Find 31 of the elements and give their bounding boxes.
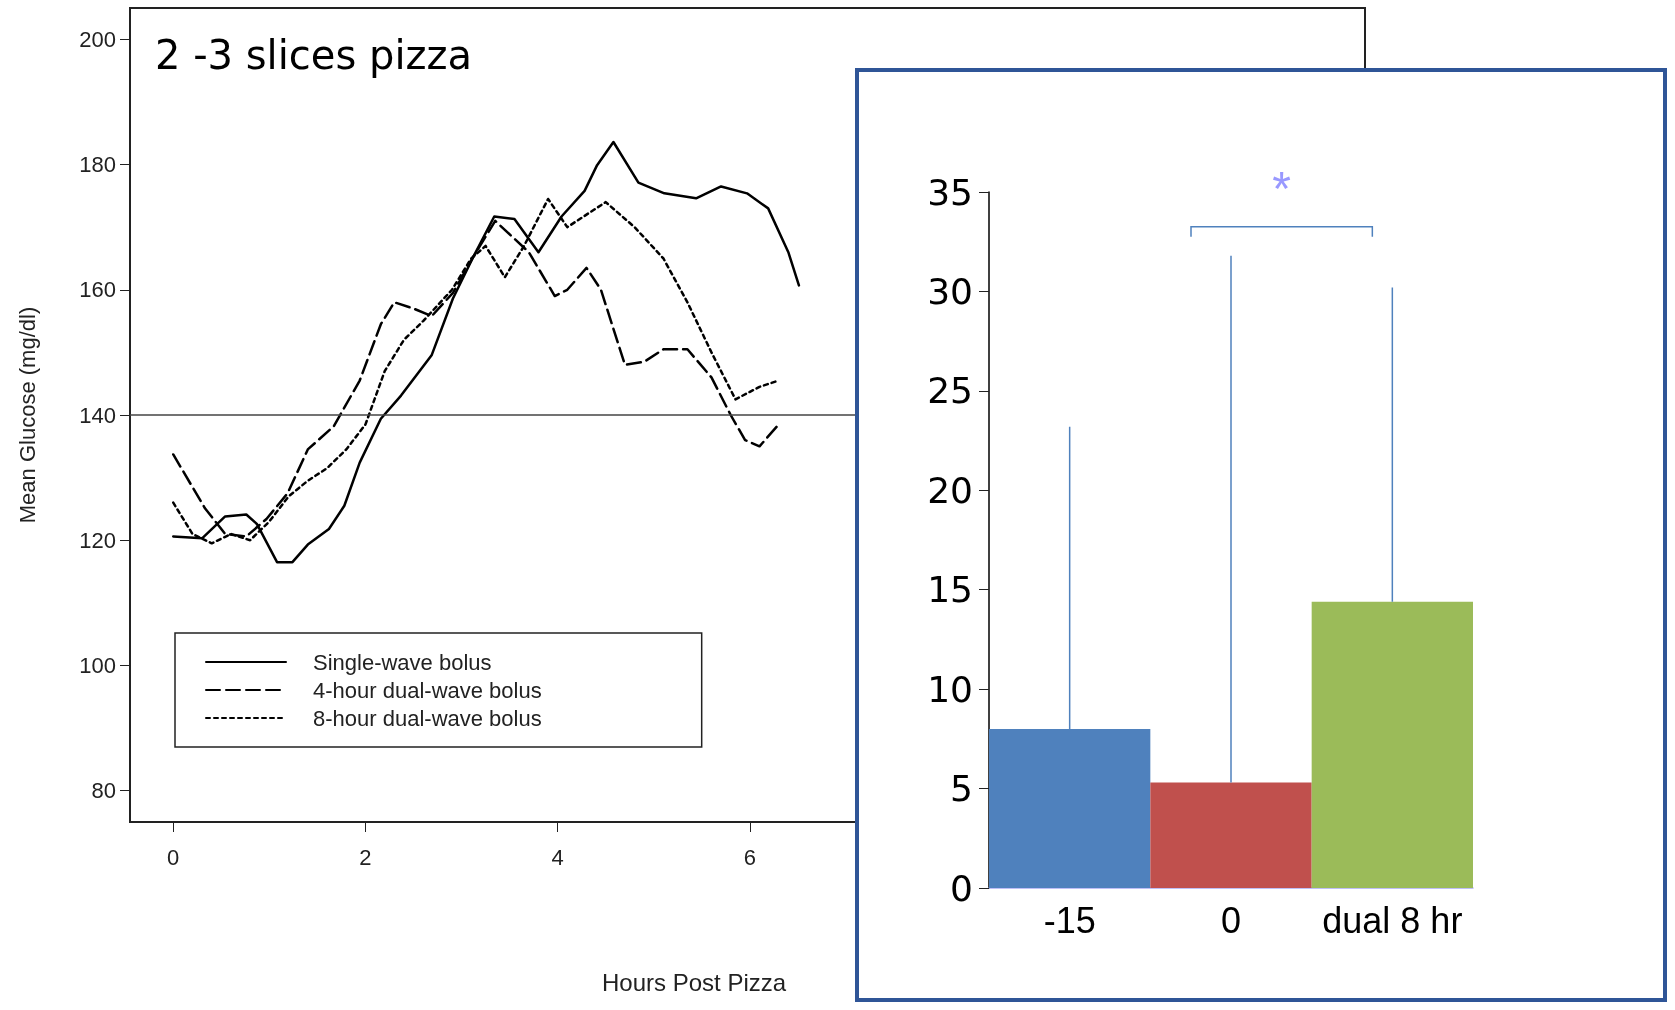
x-tick-label: 6 bbox=[743, 844, 757, 870]
annotation: * bbox=[1272, 162, 1292, 216]
y-tick-label: 140 bbox=[79, 402, 116, 428]
y-tick-label: 160 bbox=[79, 277, 116, 303]
x-tick-label: 0 bbox=[167, 844, 180, 870]
y-tick-label: 20 bbox=[927, 469, 973, 511]
x-tick-label: 0 bbox=[1220, 899, 1242, 941]
x-tick-label: dual 8 hr bbox=[1322, 899, 1463, 941]
y-tick-label: 30 bbox=[927, 270, 973, 312]
legend-label: 4-hour dual-wave bolus bbox=[313, 677, 542, 703]
y-tick-label: 15 bbox=[927, 569, 973, 611]
x-tick-label: 4 bbox=[551, 844, 564, 870]
y-axis-title: Mean Glucose (mg/dl) bbox=[14, 306, 40, 524]
y-tick-label: 200 bbox=[79, 26, 116, 52]
y-tick-label: 120 bbox=[79, 527, 116, 553]
legend-label: 8-hour dual-wave bolus bbox=[313, 705, 542, 731]
x-tick-label: 2 bbox=[359, 844, 372, 870]
bar bbox=[1311, 601, 1473, 888]
y-tick-label: 5 bbox=[950, 768, 973, 810]
y-tick-label: 10 bbox=[927, 668, 973, 710]
x-tick-label: -15 bbox=[1043, 899, 1096, 941]
line-series bbox=[172, 140, 801, 564]
y-tick-label: 180 bbox=[79, 152, 116, 178]
y-tick-label: 35 bbox=[927, 171, 973, 213]
legend-label: Single-wave bolus bbox=[313, 649, 492, 675]
y-tick-label: 100 bbox=[79, 652, 116, 678]
x-axis-title: Hours Post Pizza bbox=[602, 968, 787, 996]
y-tick-label: 80 bbox=[91, 778, 116, 804]
text: 2 -3 slices pizza bbox=[155, 32, 472, 78]
bar bbox=[1150, 782, 1312, 888]
y-tick-label: 25 bbox=[927, 370, 973, 412]
